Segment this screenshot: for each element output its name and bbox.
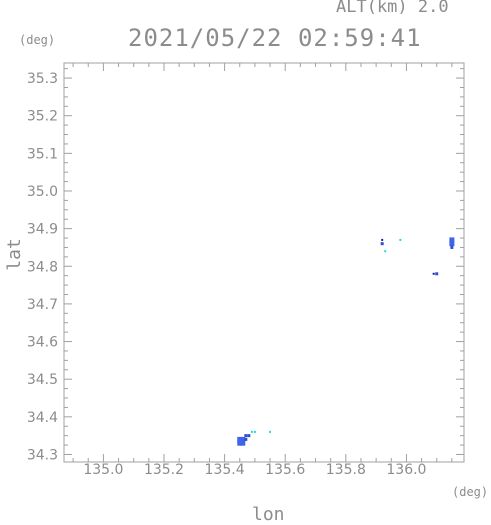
data-point: [449, 237, 455, 243]
x-tick-label: 135.6: [265, 462, 305, 478]
y-tick-label: 34.5: [27, 372, 58, 388]
data-point: [380, 242, 384, 246]
x-tick-label: 136.0: [386, 462, 426, 478]
data-point: [247, 434, 251, 438]
y-tick-label: 34.3: [27, 447, 58, 463]
y-tick-label: 34.9: [27, 222, 58, 238]
axis-ticks: 135.0 135.2 135.4 135.6 135.8 136.0 34.3 34.4 34…: [27, 63, 464, 478]
y-tick-label: 34.7: [27, 297, 58, 313]
data-point: [435, 272, 439, 276]
data-point: [244, 437, 248, 441]
data-point: [381, 238, 384, 241]
data-point: [237, 440, 243, 446]
y-tick-label: 34.8: [27, 259, 58, 275]
data-point: [450, 245, 454, 249]
data-point: [250, 430, 253, 433]
data-points: [237, 237, 455, 446]
y-tick-label: 34.6: [27, 335, 58, 351]
y-tick-label: 35.0: [27, 184, 58, 200]
data-point: [269, 430, 272, 433]
chart-title-timestamp: 2021/05/22 02:59:41: [128, 24, 422, 52]
x-tick-label: 135.4: [205, 462, 245, 478]
data-point: [253, 430, 256, 433]
y-tick-label: 35.2: [27, 109, 58, 125]
data-point: [244, 434, 248, 438]
data-point: [399, 238, 402, 241]
x-tick-label: 135.8: [326, 462, 366, 478]
x-axis-label: lon: [252, 504, 285, 525]
plot-area-frame: [63, 62, 465, 463]
x-tick-label: 135.2: [144, 462, 184, 478]
data-point: [384, 250, 387, 253]
data-point: [237, 436, 243, 442]
data-point: [449, 241, 455, 247]
x-axis-unit: (deg): [452, 485, 489, 499]
data-point: [432, 272, 435, 275]
y-tick-label: 35.1: [27, 146, 58, 162]
y-axis-unit: (deg): [19, 33, 56, 47]
data-point: [240, 440, 246, 446]
data-point: [240, 436, 246, 442]
y-tick-label: 34.4: [27, 410, 58, 426]
altitude-label: ALT(km) 2.0: [336, 0, 449, 17]
x-tick-label: 135.0: [83, 462, 123, 478]
y-tick-label: 35.3: [27, 71, 58, 87]
